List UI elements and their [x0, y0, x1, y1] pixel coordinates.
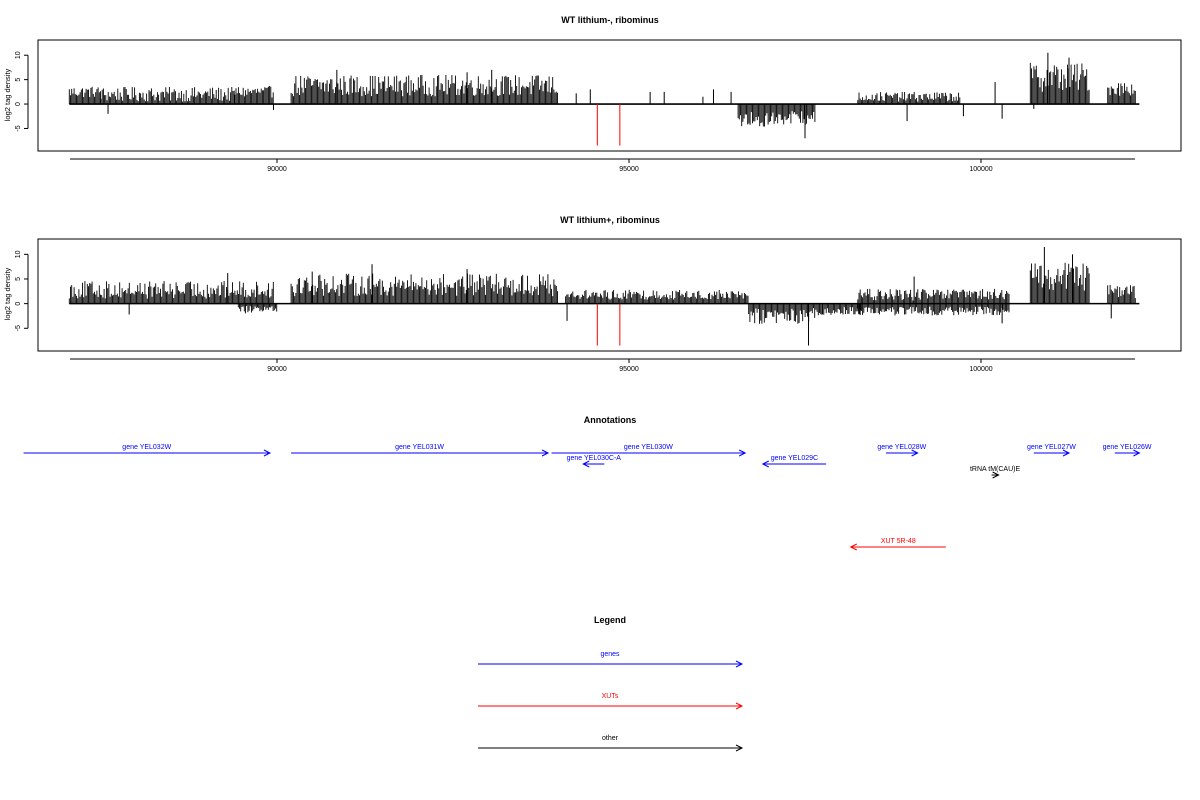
y-tick-label: 5	[15, 277, 22, 281]
feature-label: gene YEL028W	[877, 444, 926, 451]
x-tick-label: 100000	[969, 366, 992, 373]
arrow-head	[735, 660, 744, 668]
annotations-title: Annotations	[584, 415, 637, 425]
legend-label: XUTs	[602, 693, 619, 700]
coverage-bars	[68, 52, 1140, 146]
feature-label: gene YEL032W	[122, 444, 171, 451]
annotations-panel: Annotations gene YEL032W gene YEL031W gene…	[23, 415, 1152, 551]
arrow-head	[1062, 449, 1071, 457]
feature-label: gene YEL030W	[624, 444, 673, 451]
legend-arrow	[478, 660, 744, 668]
arrow-head	[992, 471, 1000, 479]
y-tick-label: 0	[15, 102, 22, 106]
arrow-head	[735, 702, 744, 710]
y-axis-label: log2 tag density	[3, 267, 12, 320]
y-tick-label: 10	[15, 51, 22, 59]
arrow-head	[911, 449, 919, 457]
legend-label: other	[602, 735, 619, 742]
feature-label: gene YEL027W	[1027, 444, 1076, 451]
feature-label: gene YEL026W	[1103, 444, 1152, 451]
arrow-head	[541, 449, 550, 457]
arrow-head	[761, 460, 769, 468]
legend-items: genes XUTs other	[478, 651, 744, 752]
legend-title: Legend	[594, 615, 626, 625]
chart-title: WT lithium+, ribominus	[560, 215, 660, 225]
arrow-head	[1133, 449, 1141, 457]
arrow-head	[849, 543, 857, 551]
chart-title: WT lithium-, ribominus	[561, 15, 659, 25]
legend-arrow	[478, 744, 744, 752]
coverage-panel-lithium-minus: WT lithium-, ribominus log2 tag density …	[3, 15, 1182, 173]
axes: -5 0 5 10 90000 95000 100000	[15, 250, 1135, 373]
arrow-head	[582, 460, 590, 468]
x-tick-label: 100000	[969, 166, 992, 173]
feature-arrow	[991, 471, 1000, 479]
legend: Legend genes XUTs other	[478, 615, 744, 752]
x-tick-label: 95000	[619, 366, 639, 373]
feature-track: gene YEL032W gene YEL031W gene YEL030Wgene…	[23, 444, 1152, 551]
plot-frame	[37, 39, 1182, 152]
feature-label: tRNA tM(CAU)E	[970, 466, 1021, 473]
y-tick-label: 0	[15, 302, 22, 306]
coverage-bars	[68, 246, 1140, 346]
feature-arrow	[582, 460, 605, 468]
feature-arrow	[551, 449, 747, 457]
feature-arrow	[1033, 449, 1071, 457]
feature-arrow	[23, 449, 272, 457]
arrow-head	[263, 449, 272, 457]
y-axis-label: log2 tag density	[3, 68, 12, 121]
feature-label: gene YEL029C	[771, 455, 818, 462]
coverage-panel-lithium-plus: WT lithium+, ribominus log2 tag density …	[3, 215, 1182, 373]
arrow-head	[735, 744, 744, 752]
y-tick-label: 5	[15, 78, 22, 82]
y-tick-label: -5	[15, 325, 22, 331]
feature-arrow	[885, 449, 919, 457]
feature-label: XUT 5R-48	[881, 538, 916, 545]
feature-arrow	[1114, 449, 1141, 457]
plot-frame	[37, 238, 1182, 352]
feature-label: gene YEL030C-A	[567, 455, 622, 462]
y-tick-label: -5	[15, 125, 22, 131]
feature-arrow	[761, 460, 827, 468]
legend-arrow	[478, 702, 744, 710]
feature-label: gene YEL031W	[395, 444, 444, 451]
x-tick-label: 90000	[267, 366, 287, 373]
x-tick-label: 90000	[267, 166, 287, 173]
legend-label: genes	[600, 651, 620, 658]
feature-arrow	[849, 543, 946, 551]
y-tick-label: 10	[15, 250, 22, 258]
arrow-head	[738, 449, 747, 457]
x-tick-label: 95000	[619, 166, 639, 173]
feature-arrow	[291, 449, 550, 457]
axes: -5 0 5 10 90000 95000 100000	[15, 51, 1135, 173]
